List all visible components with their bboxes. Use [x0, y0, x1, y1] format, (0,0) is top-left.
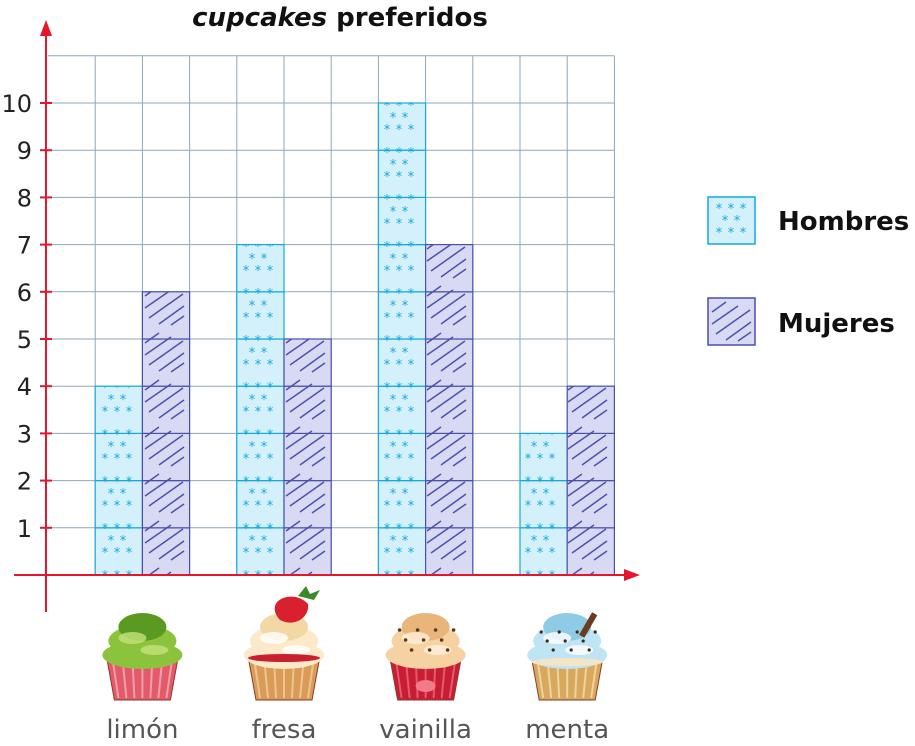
y-tick-label: 10 — [1, 90, 32, 118]
legend: Hombres Mujeres — [707, 196, 909, 346]
bar-cell — [377, 432, 427, 482]
x-category-label: vainilla — [379, 715, 472, 745]
y-tick-label: 8 — [17, 184, 32, 212]
x-category-label: menta — [525, 715, 609, 745]
bar-mujeres-1 — [283, 338, 332, 576]
bar-cell — [566, 432, 616, 482]
vanilla-cupcake-icon — [385, 613, 466, 701]
chart-title-emphasis: cupcakes — [192, 3, 327, 33]
bar-cell — [519, 432, 568, 482]
lime-cupcake-icon — [102, 613, 183, 701]
bar-cell — [519, 527, 568, 576]
y-tick-label: 2 — [17, 468, 32, 496]
strawberry-cupcake-icon — [244, 586, 324, 701]
mint-cupcake-icon — [527, 612, 608, 701]
y-tick-label: 5 — [17, 326, 32, 354]
bar-cell — [141, 527, 191, 576]
bar-cell — [236, 527, 285, 576]
bar-hombres-1 — [236, 244, 285, 576]
bar-cell — [425, 244, 474, 293]
bar-cell — [377, 149, 427, 198]
bar-cell — [141, 480, 191, 529]
bar-cell — [377, 291, 427, 340]
axes — [14, 20, 640, 612]
legend-label-mujeres: Mujeres — [778, 309, 895, 339]
bar-cell — [283, 338, 332, 387]
bar-cell — [377, 480, 427, 529]
bar-cell — [236, 480, 285, 529]
bar-hombres-3 — [519, 432, 568, 576]
y-axis-arrow — [40, 20, 52, 36]
bar-cell — [236, 338, 285, 387]
bar-cell — [425, 385, 474, 435]
bar-cell — [94, 480, 143, 529]
y-tick-label: 1 — [17, 515, 32, 543]
bar-cell — [377, 385, 427, 435]
legend-label-hombres: Hombres — [778, 207, 909, 237]
y-tick-label: 4 — [17, 373, 32, 401]
bar-cell — [141, 385, 191, 435]
bar-cell — [566, 527, 616, 576]
y-tick-label: 7 — [17, 232, 32, 260]
bar-cell — [141, 432, 191, 482]
legend-swatch-mujeres — [707, 297, 756, 346]
bar-cell — [425, 291, 474, 340]
bar-cell — [236, 432, 285, 482]
x-category-label: fresa — [252, 715, 317, 745]
chart-title-rest: preferidos — [327, 3, 488, 33]
x-category-label: limón — [106, 715, 178, 745]
x-axis-arrow — [624, 569, 640, 581]
bar-cell — [566, 480, 616, 529]
bar-hombres-0 — [94, 385, 143, 576]
bars — [94, 102, 616, 576]
bar-hombres-2 — [377, 102, 427, 576]
bar-cell — [94, 432, 143, 482]
x-axis-labels: limón fresa vainilla menta — [106, 715, 609, 745]
y-tick-label: 6 — [17, 279, 32, 307]
bar-cell — [236, 385, 285, 435]
bar-cell — [425, 480, 474, 529]
bar-cell — [94, 527, 143, 576]
bar-cell — [566, 385, 616, 435]
cupcake-icons — [102, 586, 608, 701]
chart-title: cupcakes preferidos — [192, 3, 488, 33]
bar-cell — [377, 338, 427, 387]
y-tick-label: 3 — [17, 420, 32, 448]
y-tick-label: 9 — [17, 137, 32, 165]
bar-cell — [283, 432, 332, 482]
bar-cell — [141, 338, 191, 387]
bar-mujeres-3 — [566, 385, 616, 576]
bar-cell — [377, 102, 427, 151]
bar-cell — [283, 480, 332, 529]
bar-cell — [283, 527, 332, 576]
bar-cell — [283, 385, 332, 435]
bar-cell — [377, 244, 427, 293]
bar-cell — [94, 385, 143, 435]
bar-cell — [236, 244, 285, 293]
legend-swatch-hombres — [707, 196, 756, 245]
bar-mujeres-0 — [141, 291, 191, 576]
bar-cell — [236, 291, 285, 340]
y-axis-ticks: 1 2 3 4 5 6 7 8 9 10 — [1, 90, 52, 543]
bar-cell — [141, 291, 191, 340]
bar-cell — [519, 480, 568, 529]
bar-cell — [425, 527, 474, 576]
bar-cell — [377, 527, 427, 576]
bar-mujeres-2 — [425, 244, 474, 576]
bar-cell — [425, 338, 474, 387]
bar-cell — [425, 432, 474, 482]
bar-cell — [377, 196, 427, 246]
